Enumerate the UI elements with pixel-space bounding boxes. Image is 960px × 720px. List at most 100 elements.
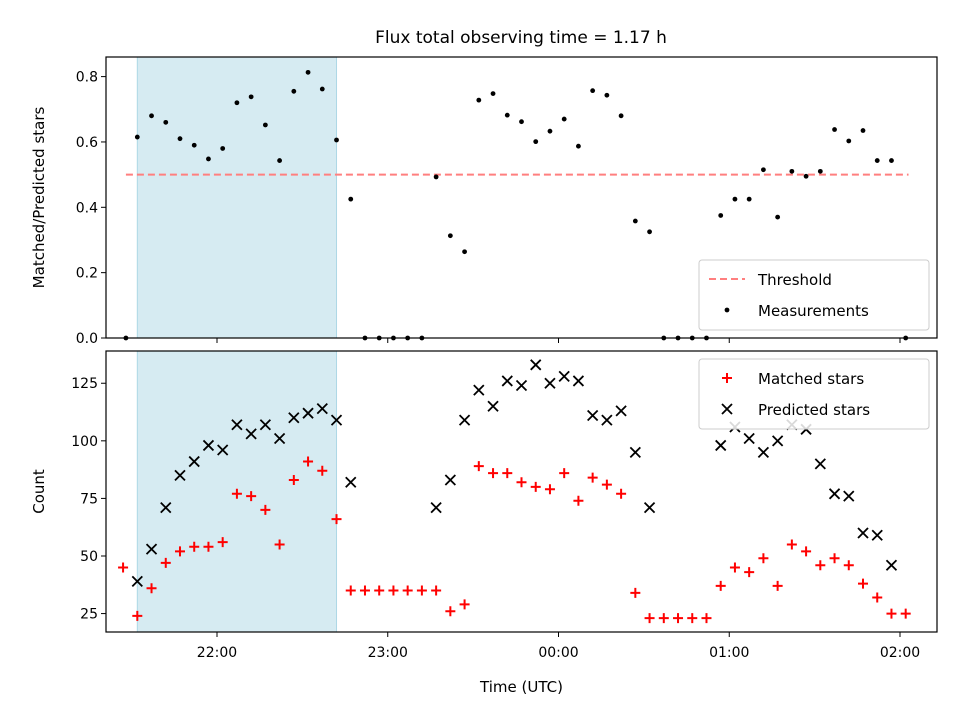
y-tick-label: 125 <box>71 376 98 392</box>
data-point <box>729 562 740 573</box>
data-point <box>248 94 254 100</box>
data-point <box>273 432 286 445</box>
data-point <box>431 585 442 596</box>
data-point <box>632 218 638 224</box>
x-tick-label: 22:00 <box>197 645 237 661</box>
data-point <box>743 432 755 445</box>
data-point <box>359 585 370 596</box>
data-point <box>530 481 541 492</box>
y-tick-label: 25 <box>80 607 98 623</box>
data-point <box>345 476 357 488</box>
data-point <box>487 400 499 412</box>
data-point <box>504 112 510 118</box>
data-point <box>658 613 669 624</box>
data-point <box>771 435 784 447</box>
data-point <box>889 158 894 163</box>
data-point <box>303 456 314 467</box>
data-point <box>519 119 524 125</box>
data-point <box>490 91 496 96</box>
data-point <box>316 402 328 415</box>
data-point <box>458 414 471 426</box>
data-point <box>459 599 470 610</box>
data-point <box>488 468 499 479</box>
data-point <box>476 97 482 103</box>
data-point <box>629 446 641 458</box>
data-point <box>533 139 539 145</box>
data-point <box>291 88 297 94</box>
data-point <box>630 587 641 598</box>
data-point <box>317 465 328 476</box>
data-point <box>262 122 268 128</box>
data-point <box>758 553 769 564</box>
data-point <box>573 495 584 506</box>
data-point <box>786 539 797 550</box>
data-point <box>618 113 624 119</box>
data-point <box>775 214 781 220</box>
data-point <box>288 474 299 485</box>
data-point <box>388 585 399 596</box>
data-point <box>647 229 652 235</box>
data-point <box>801 546 812 557</box>
data-point <box>817 168 823 174</box>
y-tick-label: 50 <box>80 549 98 565</box>
data-point <box>177 136 183 142</box>
data-point <box>886 608 897 619</box>
data-point <box>305 69 311 75</box>
data-point <box>715 439 727 452</box>
data-point <box>345 585 356 596</box>
data-point <box>447 233 453 239</box>
data-point <box>206 156 211 162</box>
data-point <box>590 88 596 94</box>
data-point <box>220 146 226 151</box>
data-point <box>462 249 467 255</box>
data-point <box>616 488 627 499</box>
data-point <box>558 370 570 382</box>
x-tick-label: 02:00 <box>880 645 920 661</box>
data-point <box>334 137 339 143</box>
y-tick-label: 0.0 <box>76 331 98 347</box>
data-point <box>587 472 598 483</box>
data-point <box>174 469 186 482</box>
data-point <box>576 143 581 149</box>
data-point <box>302 407 314 419</box>
data-point <box>644 613 655 624</box>
series-plus <box>118 456 911 624</box>
data-point <box>246 491 257 502</box>
legend-box <box>698 358 930 430</box>
data-point <box>274 539 285 550</box>
data-point <box>160 557 171 568</box>
legend-label: Threshold <box>757 271 832 289</box>
data-point <box>832 127 837 132</box>
observing-window-span <box>136 56 338 339</box>
data-point <box>547 128 553 134</box>
data-point <box>885 559 898 571</box>
data-point <box>604 92 610 98</box>
data-point <box>572 375 585 387</box>
data-point <box>587 409 599 422</box>
y-tick-label: 0.2 <box>76 266 98 282</box>
data-point <box>134 134 140 140</box>
data-point <box>872 592 883 603</box>
data-point <box>874 158 880 163</box>
y-tick-label: 0.6 <box>76 135 98 151</box>
x-axis-label: Time (UTC) <box>479 678 563 696</box>
data-point <box>146 583 157 594</box>
data-point <box>757 446 770 458</box>
series-x <box>131 359 898 587</box>
data-point <box>846 138 852 144</box>
data-point <box>815 560 826 571</box>
data-point <box>348 196 354 202</box>
data-point <box>473 461 484 472</box>
legend-swatch <box>724 307 730 313</box>
y-axis-label: Matched/Predicted stars <box>30 107 48 289</box>
data-point <box>259 419 272 431</box>
data-point <box>860 128 866 133</box>
data-point <box>288 412 300 424</box>
axes-frame <box>105 56 938 339</box>
data-point <box>515 379 528 392</box>
data-point <box>829 553 840 564</box>
data-point <box>203 541 214 552</box>
legend: Matched stars Predicted stars <box>698 358 930 430</box>
data-point <box>900 608 911 619</box>
legend-box <box>698 259 930 331</box>
